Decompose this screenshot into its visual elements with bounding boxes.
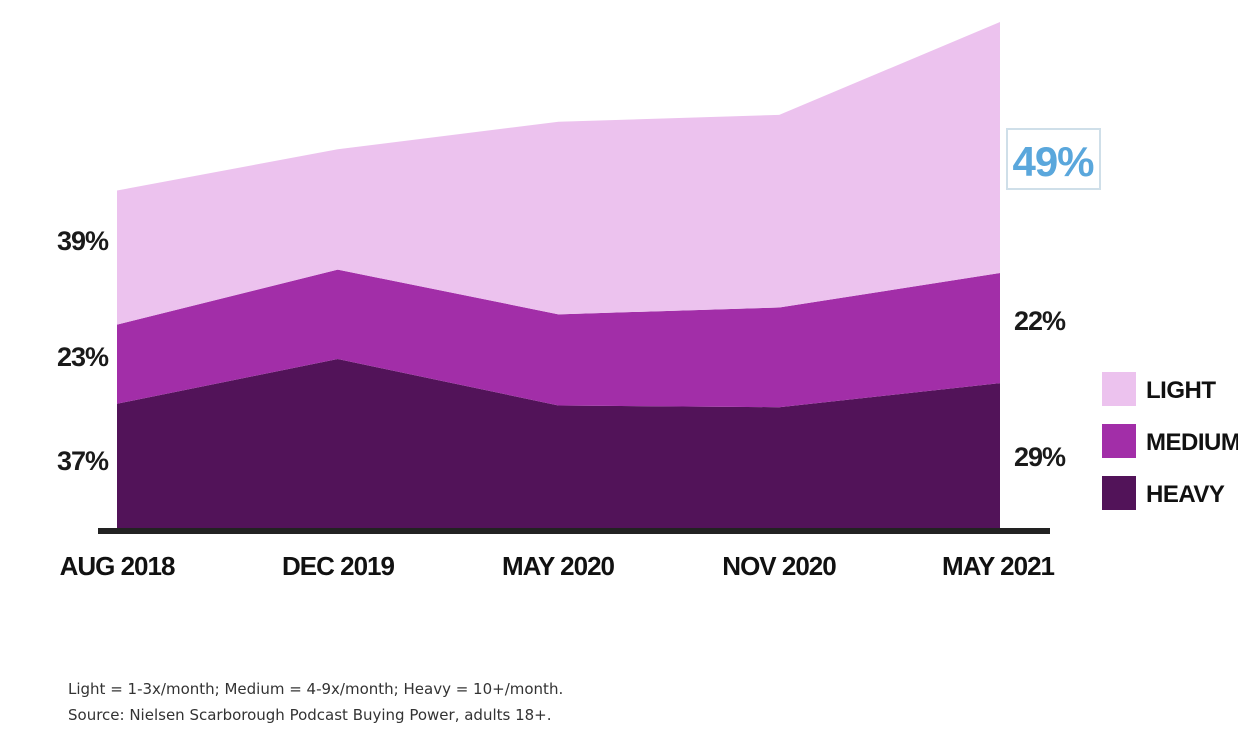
value-labels-layer: 37% 23% 39% 29% 22%	[57, 226, 1067, 476]
x-axis-ticks: AUG 2018 DEC 2019 MAY 2020 NOV 2020 MAY 2021	[60, 551, 1056, 581]
x-tick-label: AUG 2018	[60, 551, 175, 581]
x-tick-label: DEC 2019	[282, 551, 394, 581]
legend-label-light: LIGHT	[1146, 377, 1216, 404]
area-heavy	[117, 359, 1000, 531]
area-medium	[117, 269, 1000, 408]
x-tick-label: NOV 2020	[722, 551, 836, 581]
area-light	[117, 22, 1000, 325]
legend-swatch-heavy	[1102, 476, 1136, 510]
label-first-heavy: 37%	[57, 446, 109, 476]
label-last-heavy: 29%	[1014, 442, 1066, 472]
callout-box: 49%	[1006, 128, 1101, 190]
footnote-definition: Light = 1-3x/month; Medium = 4-9x/month;…	[68, 680, 564, 698]
x-tick-label: MAY 2021	[942, 551, 1055, 581]
callout-value-label: 49%	[1012, 138, 1094, 185]
label-first-light: 39%	[57, 226, 109, 256]
legend-label-medium: MEDIUM	[1146, 429, 1238, 456]
label-last-medium: 22%	[1014, 306, 1066, 336]
label-first-medium: 23%	[57, 342, 109, 372]
areas-layer	[117, 22, 1000, 531]
legend-swatch-light	[1102, 372, 1136, 406]
x-tick-label: MAY 2020	[502, 551, 615, 581]
legend-swatch-medium	[1102, 424, 1136, 458]
legend: LIGHT MEDIUM HEAVY	[1102, 372, 1238, 510]
callout-box-frame	[1006, 128, 1101, 190]
legend-label-heavy: HEAVY	[1146, 481, 1225, 508]
footnote-source: Source: Nielsen Scarborough Podcast Buyi…	[68, 706, 552, 724]
